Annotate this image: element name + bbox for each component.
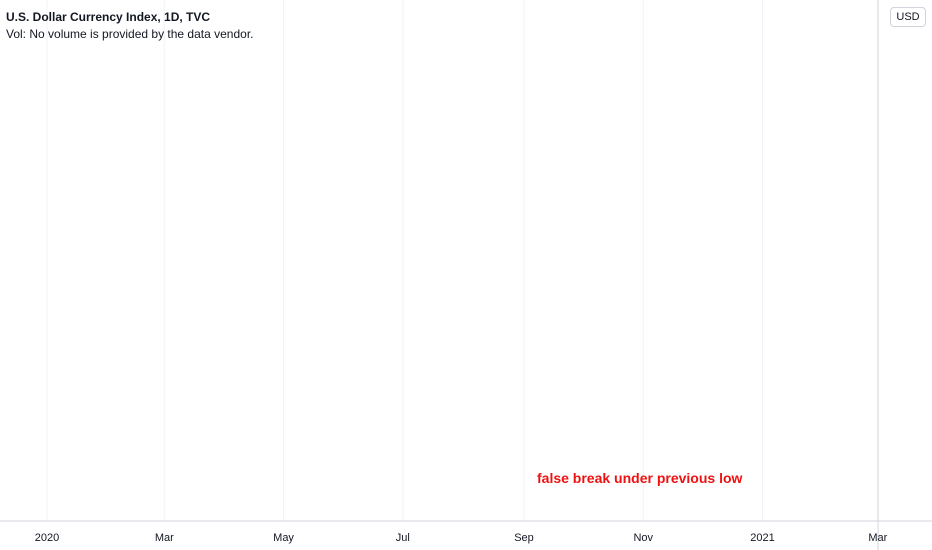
x-tick-label: Mar — [868, 532, 887, 544]
volume-note: Vol: No volume is provided by the data v… — [6, 27, 254, 41]
chart-title: U.S. Dollar Currency Index, 1D, TVC — [6, 10, 211, 24]
x-tick-label: Jul — [396, 532, 410, 544]
x-tick-label: 2021 — [750, 532, 774, 544]
x-tick-label: Mar — [155, 532, 174, 544]
x-tick-label: May — [273, 532, 294, 544]
annotation-text: false break under previous low — [537, 470, 743, 486]
currency-button[interactable]: USD — [890, 7, 926, 27]
x-tick-label: Sep — [514, 532, 534, 544]
x-tick-label: Nov — [633, 532, 653, 544]
x-tick-label: 2020 — [35, 532, 59, 544]
